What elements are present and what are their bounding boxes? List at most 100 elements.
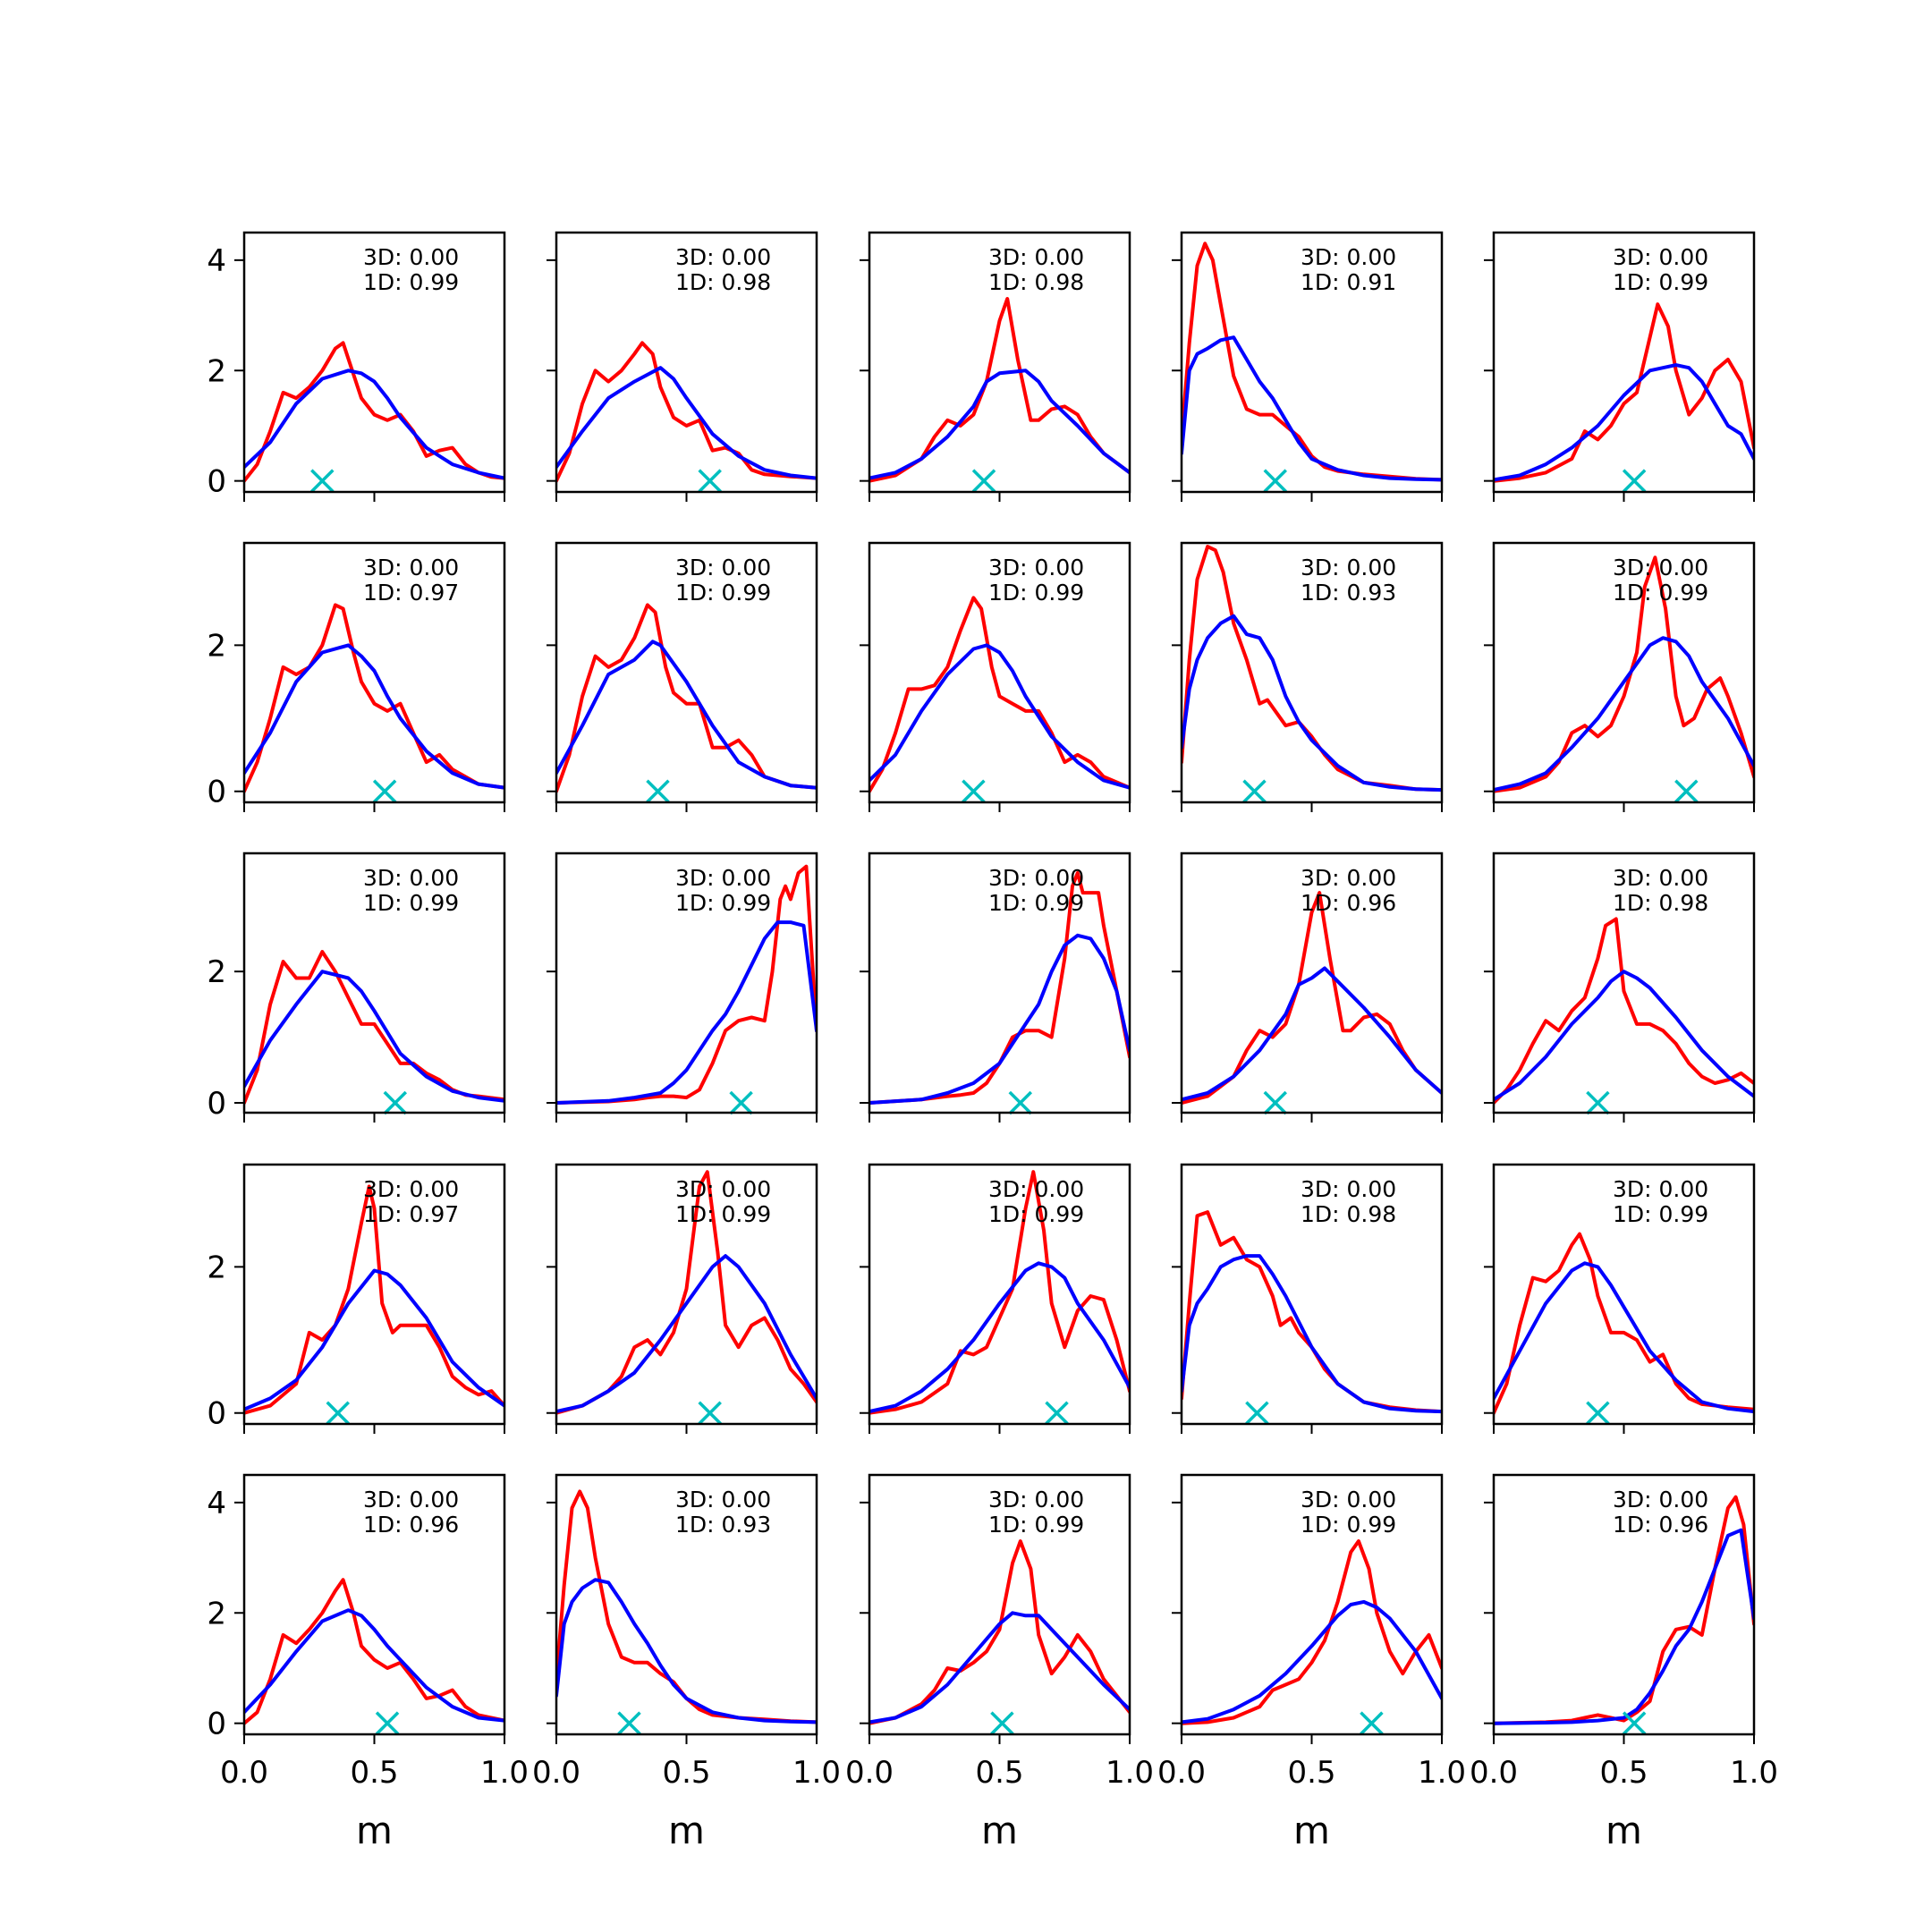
y-tick-label: 0	[207, 464, 226, 500]
x-axis-label: m	[668, 1809, 705, 1852]
x-axis-label: m	[981, 1809, 1018, 1852]
annotation-line: 1D: 0.99	[675, 1201, 771, 1227]
annotation-line: 1D: 0.96	[363, 1512, 459, 1538]
x-marker-stroke	[326, 1401, 350, 1425]
annotation-line: 1D: 0.99	[988, 890, 1084, 916]
red-density-line	[556, 603, 817, 793]
annotation-line: 1D: 0.93	[1301, 580, 1396, 606]
x-marker-stroke	[617, 1711, 641, 1735]
blue-density-line	[244, 1608, 504, 1723]
blue-density-line	[556, 640, 817, 790]
x-marker-stroke	[375, 1711, 400, 1735]
blue-density-line	[556, 1254, 817, 1414]
x-tick-label: 1.0	[792, 1755, 841, 1791]
x-marker	[1045, 1401, 1069, 1425]
annotation-line: 1D: 0.99	[1613, 580, 1708, 606]
annotation-line: 1D: 0.99	[988, 580, 1084, 606]
x-marker	[383, 1090, 408, 1115]
y-tick-label: 2	[207, 954, 226, 990]
y-tick-label: 0	[207, 1086, 226, 1122]
x-marker	[646, 779, 670, 803]
y-tick-label: 2	[207, 1596, 226, 1631]
annotation-line: 3D: 0.00	[675, 1176, 771, 1202]
annotation-line: 1D: 0.99	[363, 890, 459, 916]
x-marker	[962, 779, 986, 803]
x-tick-label: 0.0	[1470, 1755, 1518, 1791]
annotation-line: 3D: 0.00	[988, 555, 1084, 580]
blue-density-line	[556, 920, 817, 1105]
x-tick-label: 0.0	[532, 1755, 580, 1791]
red-density-line	[869, 871, 1130, 1105]
x-tick-label: 0.0	[1157, 1755, 1206, 1791]
red-density-line	[244, 1184, 504, 1415]
x-marker-stroke	[1674, 779, 1699, 803]
x-tick-label: 1.0	[1106, 1755, 1154, 1791]
annotation-line: 3D: 0.00	[988, 865, 1084, 891]
y-tick-label: 4	[207, 1486, 226, 1521]
blue-density-line	[1494, 970, 1754, 1102]
red-density-line	[869, 1170, 1130, 1415]
blue-density-line	[1182, 966, 1442, 1102]
x-marker	[990, 1711, 1014, 1735]
x-tick-label: 0.0	[220, 1755, 268, 1791]
annotation-line: 3D: 0.00	[1613, 865, 1708, 891]
blue-density-line	[869, 933, 1130, 1105]
annotation-line: 1D: 0.98	[675, 269, 771, 295]
x-tick-label: 0.0	[845, 1755, 894, 1791]
annotation-line: 3D: 0.00	[1613, 555, 1708, 580]
x-marker-stroke	[310, 469, 335, 493]
x-marker-stroke	[1622, 469, 1647, 493]
x-tick-label: 0.5	[350, 1755, 398, 1791]
x-tick-label: 1.0	[480, 1755, 529, 1791]
blue-density-line	[244, 369, 504, 480]
x-marker-stroke	[383, 1090, 408, 1115]
x-marker	[698, 1401, 722, 1425]
annotation-line: 1D: 0.96	[1613, 1512, 1708, 1538]
x-marker-stroke	[1360, 1711, 1384, 1735]
y-tick-label: 0	[207, 1707, 226, 1742]
red-density-line	[1494, 1495, 1754, 1725]
y-tick-label: 0	[207, 775, 226, 810]
y-tick-label: 2	[207, 353, 226, 389]
x-marker	[1008, 1090, 1033, 1115]
annotation-line: 3D: 0.00	[988, 1176, 1084, 1202]
annotation-line: 1D: 0.98	[988, 269, 1084, 295]
blue-density-line	[1494, 363, 1754, 482]
y-tick-label: 4	[207, 243, 226, 279]
annotation-line: 1D: 0.99	[363, 269, 459, 295]
red-density-line	[869, 1539, 1130, 1725]
blue-density-line	[869, 369, 1130, 480]
x-marker	[1622, 469, 1647, 493]
blue-density-line	[244, 1268, 504, 1411]
annotation-line: 3D: 0.00	[363, 1176, 459, 1202]
annotation-line: 3D: 0.00	[363, 555, 459, 580]
blue-density-line	[1494, 1528, 1754, 1725]
blue-density-line	[244, 970, 504, 1103]
x-axis-label: m	[1293, 1809, 1330, 1852]
x-marker-stroke	[372, 779, 397, 803]
annotation-line: 3D: 0.00	[1301, 1487, 1396, 1513]
x-marker	[1245, 1401, 1269, 1425]
blue-density-line	[869, 1261, 1130, 1414]
annotation-line: 1D: 0.97	[363, 1201, 459, 1227]
annotation-line: 3D: 0.00	[363, 244, 459, 270]
annotation-line: 1D: 0.99	[1613, 1201, 1708, 1227]
annotation-line: 3D: 0.00	[1301, 555, 1396, 580]
annotation-line: 3D: 0.00	[1301, 1176, 1396, 1202]
